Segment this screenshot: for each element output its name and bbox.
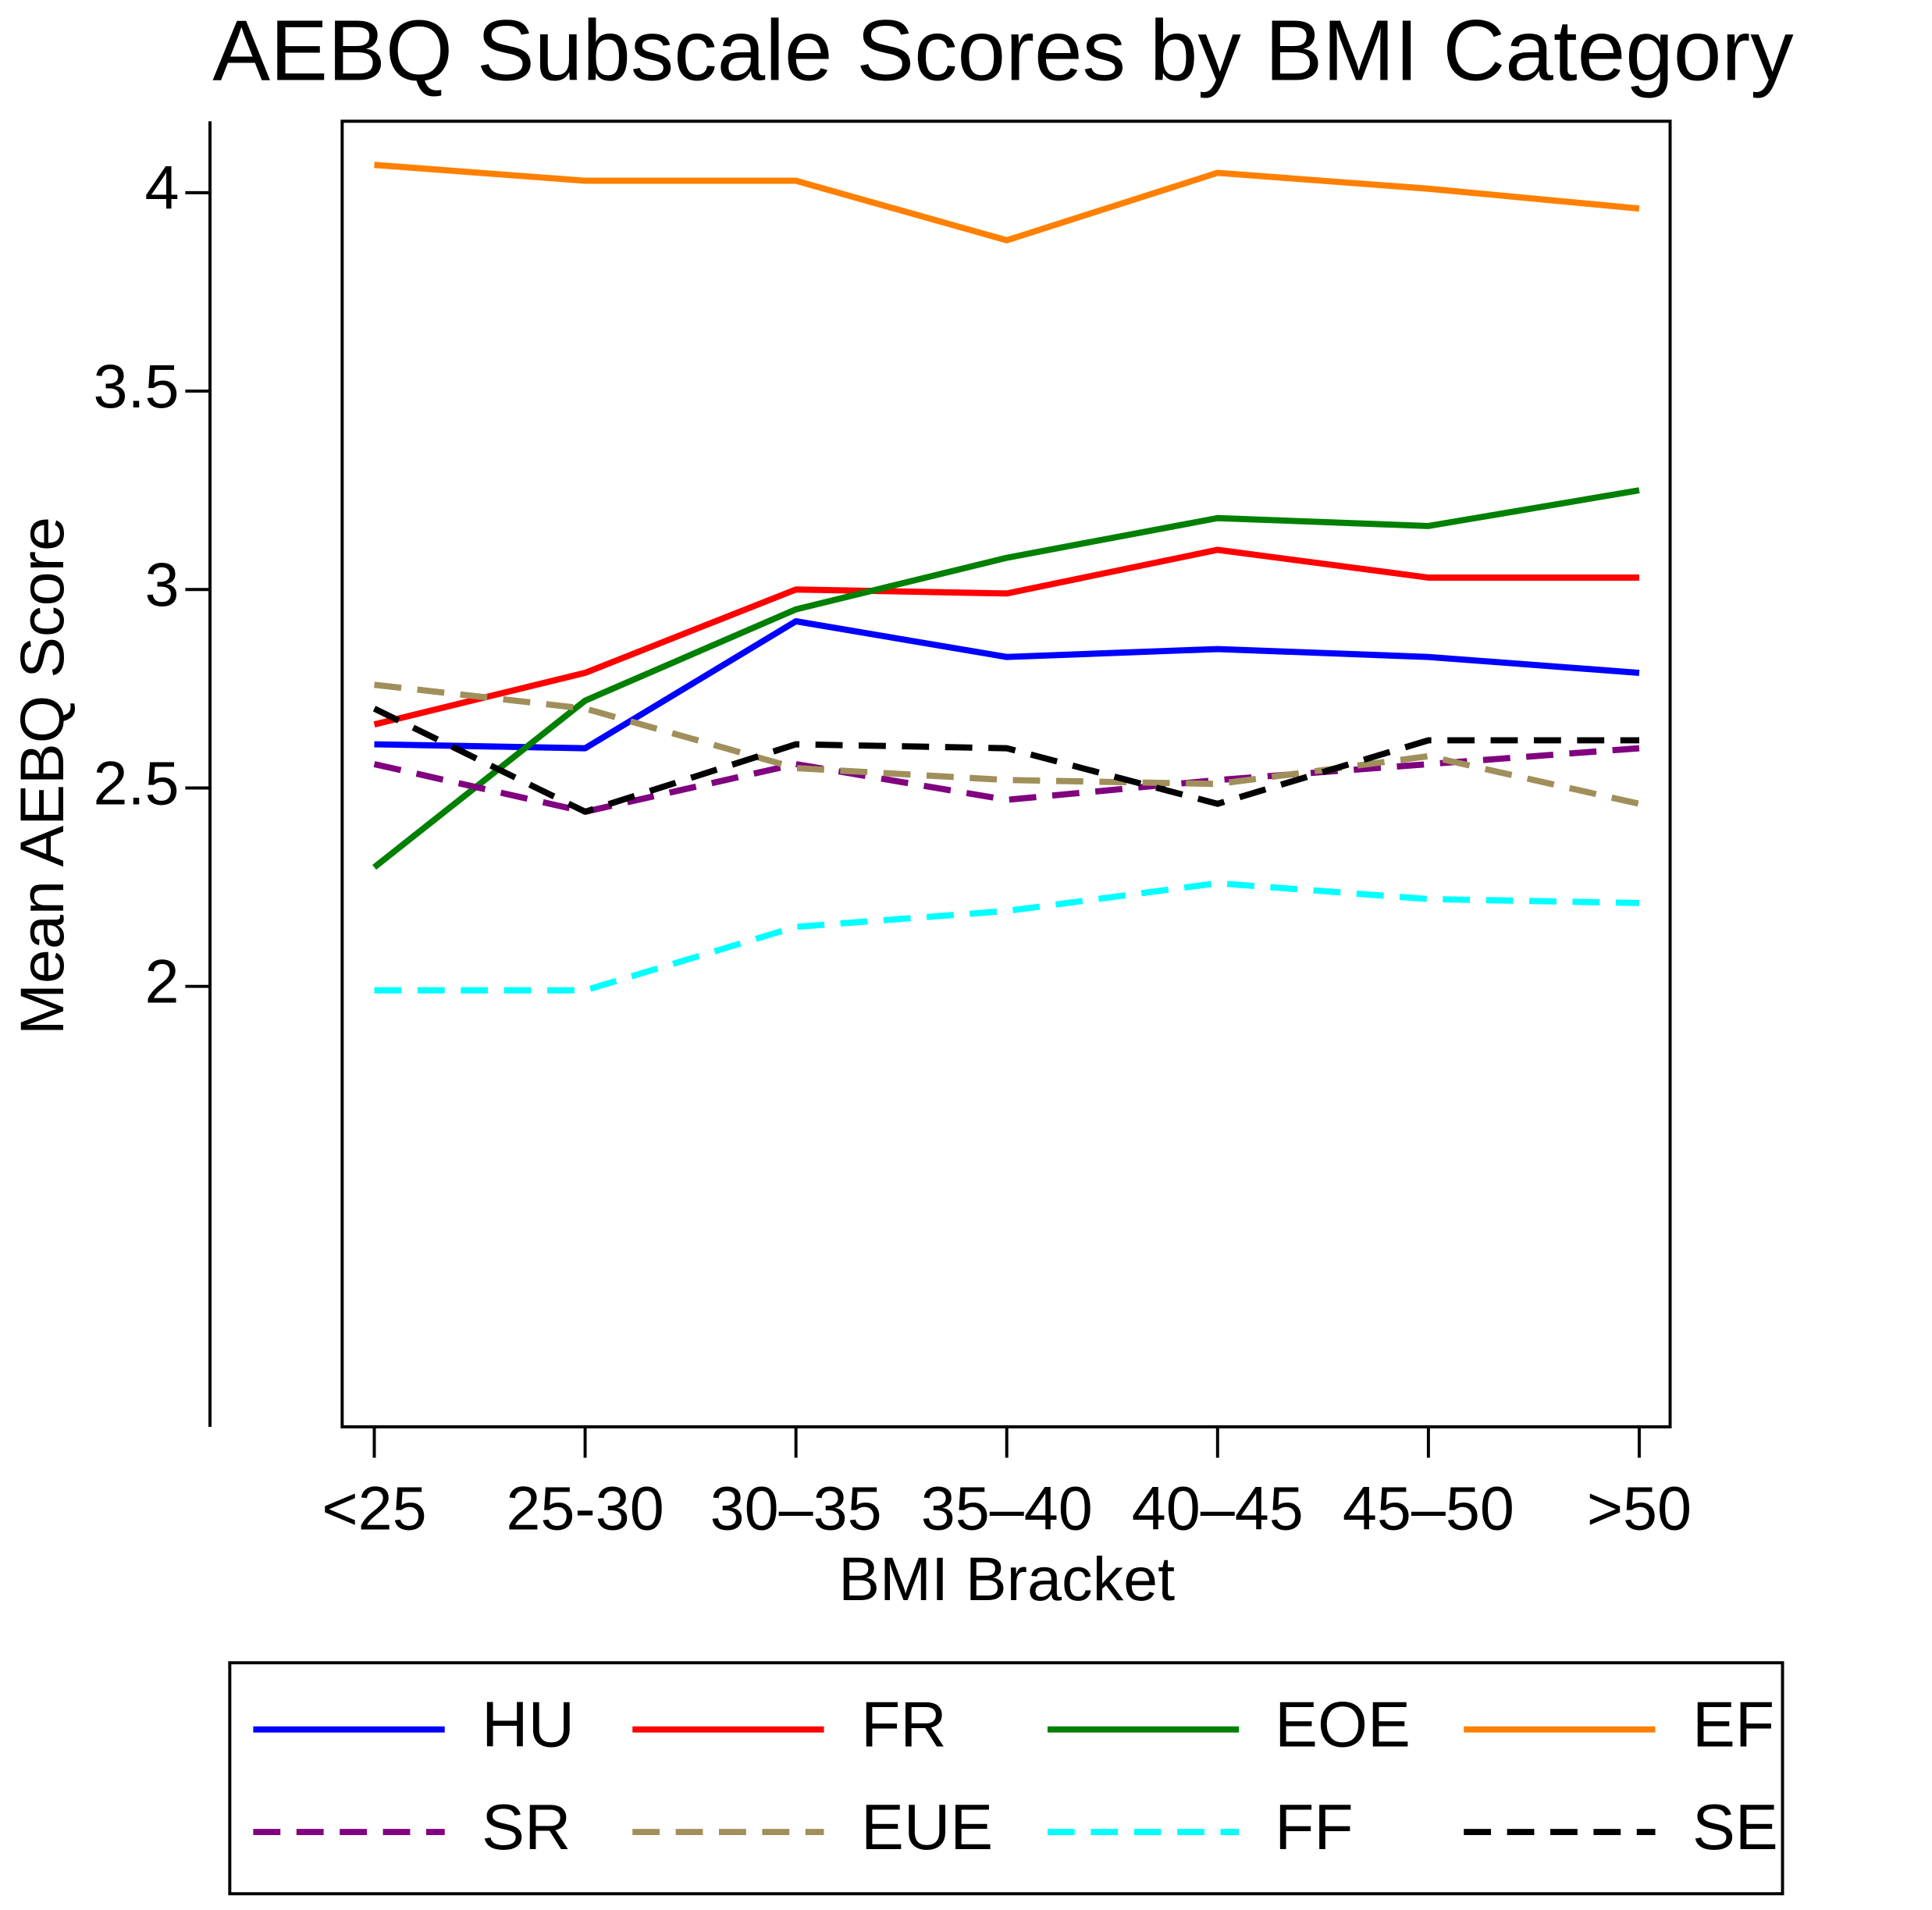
legend-label: EUE	[861, 1792, 993, 1863]
y-tick-label: 3.5	[93, 351, 179, 421]
x-tick-label: 40–45	[1132, 1474, 1304, 1543]
legend-label: FR	[861, 1689, 947, 1760]
series-line	[374, 162, 1640, 244]
legend-box	[228, 1661, 1784, 1896]
x-tick-label: <25	[322, 1474, 426, 1543]
legend-label: EF	[1692, 1689, 1774, 1760]
y-tick-label: 2.5	[93, 748, 179, 817]
y-tick-label: 4	[144, 153, 179, 222]
x-axis-label: BMI Bracket	[838, 1544, 1175, 1613]
legend-label: FF	[1275, 1792, 1354, 1863]
x-tick-label: 30–35	[710, 1474, 882, 1543]
x-tick-label: 25-30	[506, 1474, 664, 1543]
series-line	[372, 706, 1639, 815]
x-tick-label: 45–50	[1343, 1474, 1514, 1543]
series-line	[374, 617, 1640, 752]
legend-label: HU	[482, 1689, 575, 1760]
chart-title: AEBQ Subscale Scores by BMI Category	[212, 2, 1794, 98]
y-tick-label: 2	[144, 947, 179, 1016]
legend-label: SR	[482, 1792, 571, 1863]
x-tick-label: >50	[1587, 1474, 1692, 1543]
y-tick-label: 3	[144, 550, 179, 619]
series-line	[373, 546, 1639, 727]
y-axis-label: Mean AEBQ Score	[7, 517, 76, 1035]
legend-label: SE	[1692, 1792, 1778, 1863]
series-line	[372, 487, 1640, 870]
legend-label: EOE	[1275, 1689, 1411, 1760]
x-tick-label: 35–40	[921, 1474, 1093, 1543]
